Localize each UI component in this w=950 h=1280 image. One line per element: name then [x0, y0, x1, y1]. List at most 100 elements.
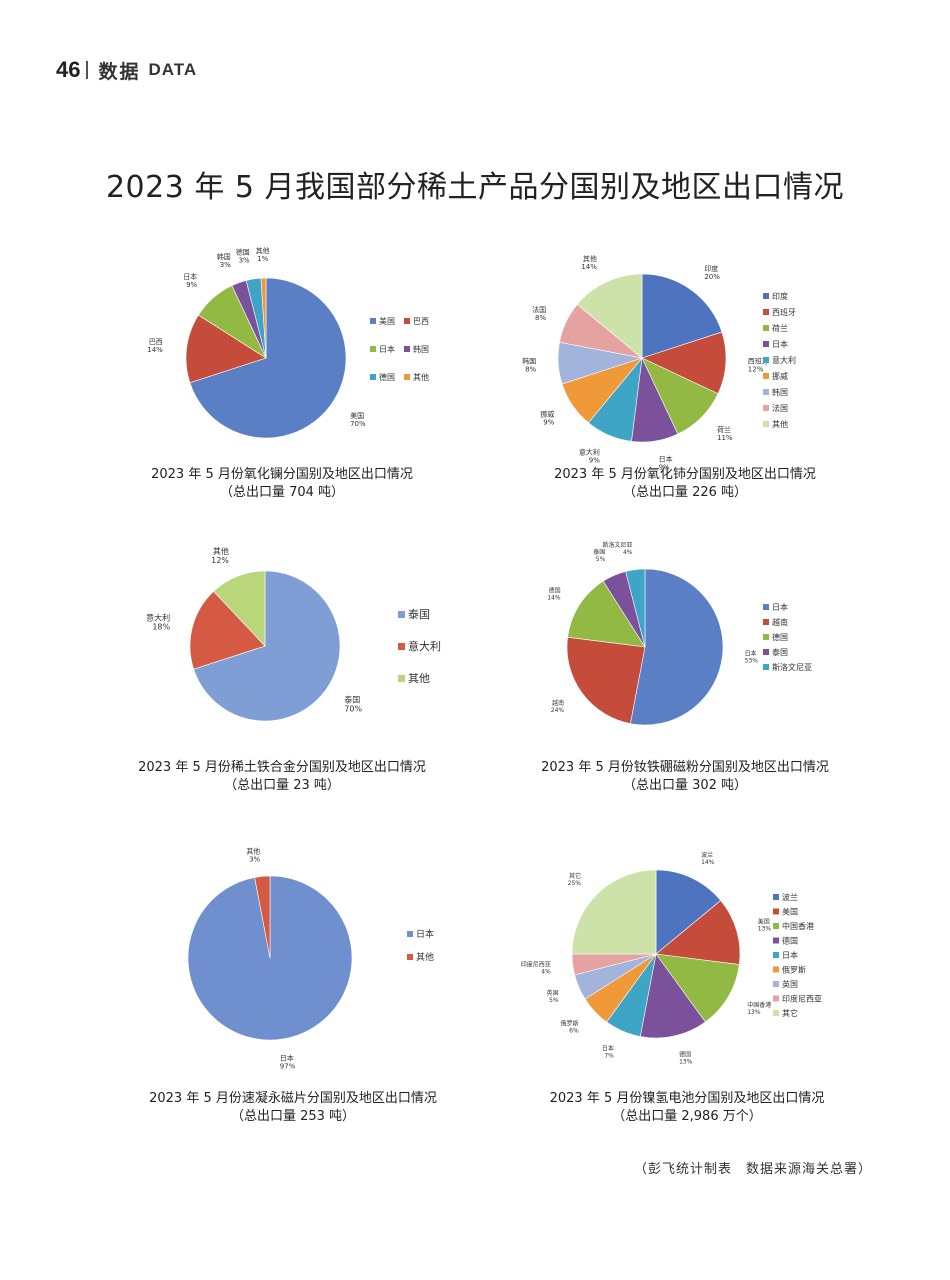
chart-4-caption: 2023 年 5 月份钕铁硼磁粉分国别及地区出口情况 （总出口量 302 吨）: [485, 759, 885, 795]
chart-2-caption: 2023 年 5 月份氧化铈分国别及地区出口情况 （总出口量 226 吨）: [485, 466, 885, 502]
slice-label-percent: 14%: [581, 263, 597, 271]
slice-label-name: 其它: [569, 872, 581, 880]
legend-swatch: [773, 1010, 779, 1016]
legend-label: 德国: [772, 632, 788, 642]
chart-5-title: 2023 年 5 月份速凝永磁片分国别及地区出口情况: [149, 1091, 437, 1106]
slice-label-name: 韩国: [217, 252, 231, 261]
legend-label: 其他: [413, 372, 429, 382]
pie-slice-德国: [567, 580, 646, 648]
chart-4-subtitle: （总出口量 302 吨）: [622, 778, 748, 793]
slice-label-name: 中国香港: [747, 1001, 771, 1009]
chart-5-subtitle: （总出口量 253 吨）: [230, 1109, 356, 1124]
slice-label-name: 其他: [213, 546, 229, 556]
legend-label: 波兰: [782, 892, 798, 902]
slice-label-percent: 14%: [147, 346, 163, 354]
legend-swatch: [763, 619, 769, 625]
pie-slice-其他: [254, 875, 271, 959]
slice-label-percent: 4%: [623, 549, 633, 556]
legend-swatch: [763, 421, 769, 427]
legend-label: 日本: [416, 928, 434, 940]
slice-label-percent: 1%: [257, 255, 268, 263]
legend-label: 泰国: [408, 607, 430, 621]
page-title: 2023 年 5 月我国部分稀土产品分国别及地区出口情况: [105, 170, 845, 205]
slice-label-percent: 70%: [350, 420, 366, 428]
legend-swatch: [370, 318, 376, 324]
pie-slice-日本: [630, 568, 724, 726]
slice-label-percent: 5%: [549, 997, 559, 1004]
slice-label-name: 印度: [704, 264, 718, 273]
legend-label: 日本: [379, 344, 395, 354]
legend-swatch: [763, 293, 769, 299]
legend-swatch: [404, 318, 410, 324]
pie-slice-斯洛文尼亚: [625, 568, 646, 648]
legend-label: 法国: [772, 403, 788, 413]
legend-label: 其他: [772, 419, 788, 429]
legend-swatch: [398, 611, 405, 618]
legend-swatch: [370, 346, 376, 352]
legend-swatch: [763, 405, 769, 411]
slice-label-percent: 14%: [701, 859, 715, 866]
legend-swatch: [773, 952, 779, 958]
legend-label: 巴西: [413, 317, 429, 326]
slice-label-percent: 24%: [551, 707, 565, 714]
legend-swatch: [763, 325, 769, 331]
pie-slice-西班牙: [641, 331, 727, 395]
slice-label-percent: 9%: [659, 464, 670, 472]
slice-label-percent: 97%: [280, 1063, 296, 1071]
pie-slice-其他: [576, 273, 643, 359]
legend-label: 中国香港: [782, 921, 814, 931]
chart-2-subtitle: （总出口量 226 吨）: [622, 485, 748, 500]
legend-swatch: [773, 908, 779, 915]
slice-label-percent: 11%: [717, 434, 733, 442]
legend-swatch: [763, 634, 769, 640]
slice-label-name: 泰国: [593, 548, 605, 556]
legend-swatch: [763, 373, 769, 379]
chart-1-subtitle: （总出口量 704 吨）: [219, 485, 345, 500]
pie-slice-中国香港: [655, 953, 740, 1023]
slice-label-name: 英国: [547, 989, 559, 997]
legend-swatch: [763, 357, 769, 363]
slice-label-percent: 70%: [344, 705, 362, 714]
pie-slice-德国: [639, 953, 706, 1039]
chart-2-title: 2023 年 5 月份氧化铈分国别及地区出口情况: [554, 467, 816, 482]
legend-swatch: [763, 604, 769, 610]
legend-label: 日本: [772, 602, 788, 612]
legend-swatch: [773, 966, 779, 973]
legend-label: 韩国: [772, 387, 788, 397]
legend-label: 俄罗斯: [782, 965, 806, 975]
chart-4-title: 2023 年 5 月份钕铁硼磁粉分国别及地区出口情况: [541, 760, 829, 775]
chart-3-caption: 2023 年 5 月份稀土铁合金分国别及地区出口情况 （总出口量 23 吨）: [82, 759, 482, 795]
slice-label-name: 美国: [350, 411, 364, 420]
chart-6-title: 2023 年 5 月份镍氢电池分国别及地区出口情况: [549, 1091, 825, 1106]
slice-label-percent: 9%: [543, 419, 554, 427]
pie-slice-其他: [260, 277, 267, 359]
section-name-en: DATA: [148, 60, 198, 79]
slice-label-name: 其他: [583, 254, 597, 263]
legend-label: 意大利: [408, 639, 441, 653]
pie-slice-意大利: [189, 590, 266, 670]
slice-label-name: 印度尼西亚: [521, 960, 551, 968]
slice-label-percent: 6%: [569, 1028, 579, 1035]
pie-chart-6: 波兰14%美国13%中国香港13%德国13%日本7%俄罗斯6%英国5%印度尼西亚…: [521, 851, 772, 1065]
slice-label-percent: 9%: [186, 281, 197, 289]
legend-swatch: [773, 981, 779, 987]
legend-swatch: [763, 664, 769, 670]
slice-label-name: 意大利: [579, 447, 600, 456]
legend-label: 斯洛文尼亚: [772, 662, 812, 672]
section-name-cn: 数据: [98, 60, 141, 83]
legend-label: 美国: [782, 907, 798, 917]
chart-3-subtitle: （总出口量 23 吨）: [224, 778, 340, 793]
slice-label-percent: 7%: [604, 1052, 614, 1059]
legend-swatch: [370, 374, 376, 380]
slice-label-name: 越南: [552, 699, 564, 707]
legend-swatch: [763, 649, 769, 655]
slice-label-percent: 8%: [535, 314, 546, 322]
slice-label-name: 德国: [549, 586, 561, 594]
slice-label-name: 日本: [183, 272, 197, 281]
